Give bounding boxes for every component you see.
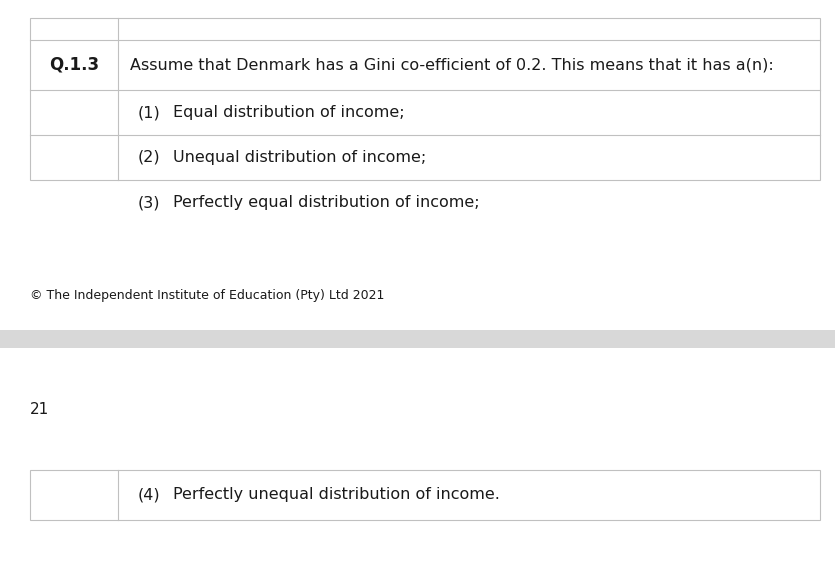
Text: (3): (3)	[138, 195, 160, 210]
Text: Assume that Denmark has a Gini co-efficient of 0.2. This means that it has a(n):: Assume that Denmark has a Gini co-effici…	[130, 57, 774, 73]
Text: Perfectly equal distribution of income;: Perfectly equal distribution of income;	[173, 195, 479, 210]
Text: Q.1.3: Q.1.3	[49, 56, 99, 74]
Bar	[0, 330, 835, 348]
Text: (1): (1)	[138, 105, 161, 120]
Text: (2): (2)	[138, 150, 160, 165]
Text: Perfectly unequal distribution of income.: Perfectly unequal distribution of income…	[173, 488, 500, 503]
Text: Equal distribution of income;: Equal distribution of income;	[173, 105, 405, 120]
Text: © The Independent Institute of Education (Pty) Ltd 2021: © The Independent Institute of Education…	[30, 288, 384, 302]
Text: (4): (4)	[138, 488, 160, 503]
Text: Unequal distribution of income;: Unequal distribution of income;	[173, 150, 426, 165]
Text: 21: 21	[30, 403, 49, 417]
Bar	[30, 470, 820, 520]
Bar	[30, 18, 820, 180]
